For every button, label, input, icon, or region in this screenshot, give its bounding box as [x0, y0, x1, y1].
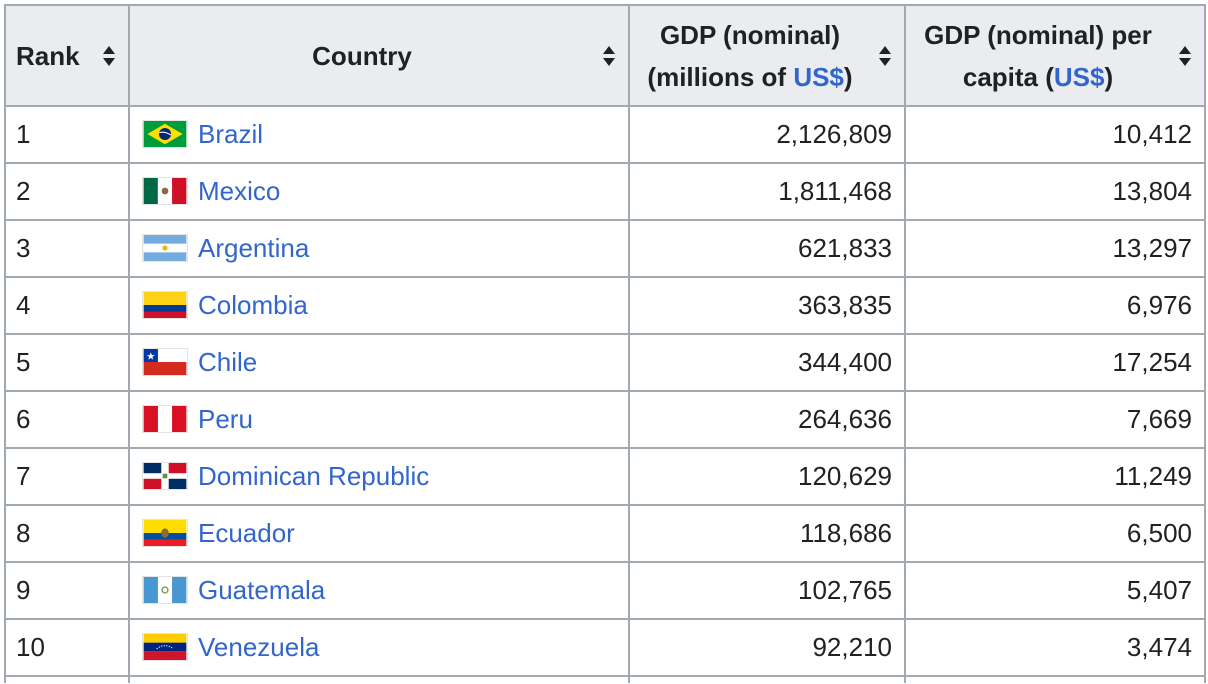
venezuela-flag-icon[interactable] — [142, 633, 188, 662]
table-row: 7 Dominican Republic 120,629 11,249 — [4, 447, 1206, 506]
per-capita-cell: 6,500 — [904, 504, 1206, 563]
argentina-flag-icon[interactable] — [142, 234, 188, 263]
country-link[interactable]: Argentina — [198, 233, 310, 263]
us-dollar-link[interactable]: US$ — [793, 61, 844, 92]
country-cell: Chile — [128, 333, 630, 392]
rank-cell: 5 — [4, 333, 130, 392]
per-capita-cell: 11,249 — [904, 447, 1206, 506]
per-capita-cell: 7,669 — [904, 390, 1206, 449]
table-row: 3 Argentina 621,833 13,297 — [4, 219, 1206, 278]
country-cell: Guatemala — [128, 561, 630, 620]
table-row: 2 Mexico 1,811,468 13,804 — [4, 162, 1206, 221]
dominican-republic-flag-icon[interactable] — [142, 462, 188, 491]
per-capita-cell: 3,474 — [904, 618, 1206, 677]
rank-cell: 8 — [4, 504, 130, 563]
rank-cell: 1 — [4, 105, 130, 164]
country-header-label: Country — [312, 40, 412, 71]
header-row: Rank Country GDP (nominal) (millions of … — [4, 4, 1206, 107]
gdp-cell: 363,835 — [628, 276, 906, 335]
country-link[interactable]: Colombia — [198, 290, 308, 320]
country-cell: Mexico — [128, 162, 630, 221]
gdp-cell: 2,126,809 — [628, 105, 906, 164]
guatemala-flag-icon[interactable] — [142, 576, 188, 605]
gdp-header-label: GDP (nominal) (millions of — [647, 19, 841, 92]
peru-flag-icon[interactable] — [142, 405, 188, 434]
table-row: 10 Venezuela 92,210 3,474 — [4, 618, 1206, 677]
gdp-cell: 621,833 — [628, 219, 906, 278]
country-link[interactable]: Guatemala — [198, 575, 326, 605]
rank-cell: 2 — [4, 162, 130, 221]
mexico-flag-icon[interactable] — [142, 177, 188, 206]
per-capita-column-header[interactable]: GDP (nominal) per capita (US$) — [904, 4, 1206, 107]
country-link[interactable]: Chile — [198, 347, 258, 377]
table-row: 8 Ecuador 118,686 6,500 — [4, 504, 1206, 563]
rank-cell: 9 — [4, 561, 130, 620]
brazil-flag-icon[interactable] — [142, 120, 188, 149]
per-capita-cell: 17,254 — [904, 333, 1206, 392]
gdp-header-suffix: ) — [843, 61, 853, 92]
per-capita-header-label: GDP (nominal) per capita ( — [924, 19, 1152, 92]
sort-icon[interactable] — [602, 45, 616, 67]
gdp-cell: 92,210 — [628, 618, 906, 677]
ecuador-flag-icon[interactable] — [142, 519, 188, 548]
gdp-cell: 1,811,468 — [628, 162, 906, 221]
per-capita-cell: 13,297 — [904, 219, 1206, 278]
rank-cell: 6 — [4, 390, 130, 449]
gdp-cell: 344,400 — [628, 333, 906, 392]
country-link[interactable]: Ecuador — [198, 518, 295, 548]
per-capita-cell: 10,412 — [904, 105, 1206, 164]
country-link[interactable]: Dominican Republic — [198, 461, 430, 491]
country-cell: Peru — [128, 390, 630, 449]
rank-header-label: Rank — [16, 40, 80, 71]
chile-flag-icon[interactable] — [142, 348, 188, 377]
partial-table-row — [4, 675, 1206, 683]
table-row: 1 Brazil 2,126,809 10,412 — [4, 105, 1206, 164]
per-capita-header-suffix: ) — [1104, 61, 1114, 92]
country-cell: Colombia — [128, 276, 630, 335]
country-cell: Ecuador — [128, 504, 630, 563]
rank-column-header[interactable]: Rank — [4, 4, 130, 107]
us-dollar-link[interactable]: US$ — [1053, 61, 1105, 92]
rank-cell: 10 — [4, 618, 130, 677]
gdp-table: Rank Country GDP (nominal) (millions of … — [4, 4, 1206, 683]
per-capita-cell: 6,976 — [904, 276, 1206, 335]
rank-cell: 7 — [4, 447, 130, 506]
country-cell: Brazil — [128, 105, 630, 164]
country-cell: Argentina — [128, 219, 630, 278]
country-link[interactable]: Mexico — [198, 176, 281, 206]
sort-icon[interactable] — [878, 45, 892, 67]
country-cell: Dominican Republic — [128, 447, 630, 506]
colombia-flag-icon[interactable] — [142, 291, 188, 320]
per-capita-cell: 13,804 — [904, 162, 1206, 221]
rank-cell: 3 — [4, 219, 130, 278]
sort-icon[interactable] — [1178, 45, 1192, 67]
gdp-cell: 264,636 — [628, 390, 906, 449]
country-cell: Venezuela — [128, 618, 630, 677]
gdp-cell: 102,765 — [628, 561, 906, 620]
rank-cell: 4 — [4, 276, 130, 335]
per-capita-cell: 5,407 — [904, 561, 1206, 620]
gdp-cell: 118,686 — [628, 504, 906, 563]
sort-icon[interactable] — [102, 45, 116, 67]
country-link[interactable]: Venezuela — [198, 632, 320, 662]
table-row: 5 Chile 344,400 17,254 — [4, 333, 1206, 392]
gdp-cell: 120,629 — [628, 447, 906, 506]
table-row: 6 Peru 264,636 7,669 — [4, 390, 1206, 449]
gdp-column-header[interactable]: GDP (nominal) (millions of US$) — [628, 4, 906, 107]
country-link[interactable]: Peru — [198, 404, 253, 434]
table-row: 9 Guatemala 102,765 5,407 — [4, 561, 1206, 620]
table-row: 4 Colombia 363,835 6,976 — [4, 276, 1206, 335]
country-column-header[interactable]: Country — [128, 4, 630, 107]
country-link[interactable]: Brazil — [198, 119, 264, 149]
